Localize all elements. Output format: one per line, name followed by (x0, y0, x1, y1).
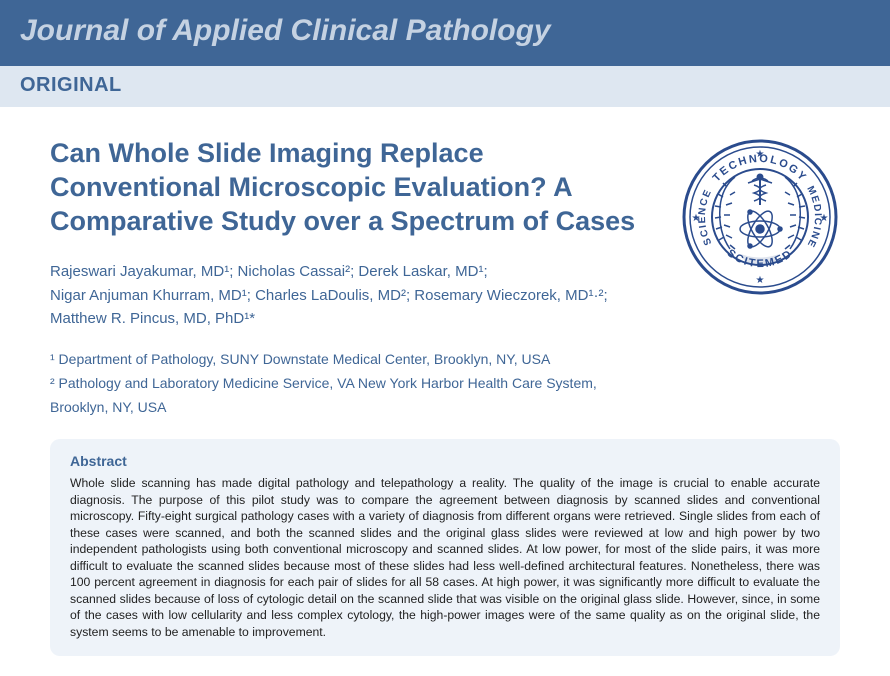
svg-text:★: ★ (692, 213, 701, 224)
article-type-bar: ORIGINAL (0, 66, 890, 107)
abstract-box: Abstract Whole slide scanning has made d… (50, 439, 840, 656)
abstract-text: Whole slide scanning has made digital pa… (70, 475, 820, 640)
svg-text:★: ★ (756, 149, 765, 160)
authors: Rajeswari Jayakumar, MD¹; Nicholas Cassa… (50, 260, 650, 330)
affiliation-1: ¹ Department of Pathology, SUNY Downstat… (50, 348, 650, 372)
abstract-label: Abstract (70, 453, 820, 469)
journal-seal-icon: TECHNOLOGY SCITEMED SCIENCE MEDICINE ★ ★… (680, 137, 840, 302)
authors-line-1: Rajeswari Jayakumar, MD¹; Nicholas Cassa… (50, 260, 650, 283)
article-type: ORIGINAL (20, 74, 870, 97)
svg-text:★: ★ (820, 213, 829, 224)
authors-line-3: Matthew R. Pincus, MD, PhD¹* (50, 307, 650, 330)
article-title: Can Whole Slide Imaging Replace Conventi… (50, 137, 650, 238)
svg-text:★: ★ (756, 275, 765, 286)
article-content: Can Whole Slide Imaging Replace Conventi… (0, 107, 890, 676)
affiliations: ¹ Department of Pathology, SUNY Downstat… (50, 348, 650, 419)
title-block: Can Whole Slide Imaging Replace Conventi… (50, 137, 650, 419)
affiliation-2: ² Pathology and Laboratory Medicine Serv… (50, 372, 650, 420)
title-row: Can Whole Slide Imaging Replace Conventi… (50, 137, 840, 419)
authors-line-2: Nigar Anjuman Khurram, MD¹; Charles LaDo… (50, 284, 650, 307)
journal-name: Journal of Applied Clinical Pathology (20, 14, 870, 48)
journal-header: Journal of Applied Clinical Pathology (0, 0, 890, 66)
